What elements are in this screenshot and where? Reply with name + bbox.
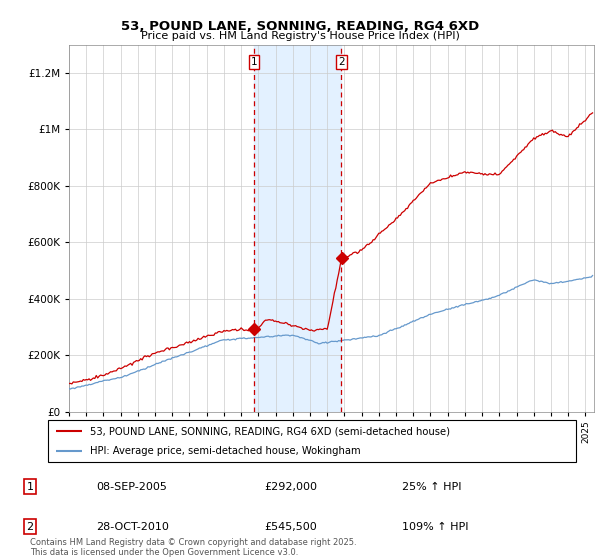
Text: 2: 2 bbox=[338, 57, 345, 67]
Text: £292,000: £292,000 bbox=[264, 482, 317, 492]
Text: 25% ↑ HPI: 25% ↑ HPI bbox=[402, 482, 461, 492]
Text: 53, POUND LANE, SONNING, READING, RG4 6XD: 53, POUND LANE, SONNING, READING, RG4 6X… bbox=[121, 20, 479, 32]
Text: Contains HM Land Registry data © Crown copyright and database right 2025.
This d: Contains HM Land Registry data © Crown c… bbox=[30, 538, 356, 557]
Text: £545,500: £545,500 bbox=[264, 521, 317, 531]
Text: 53, POUND LANE, SONNING, READING, RG4 6XD (semi-detached house): 53, POUND LANE, SONNING, READING, RG4 6X… bbox=[90, 426, 450, 436]
FancyBboxPatch shape bbox=[48, 420, 576, 462]
Text: 1: 1 bbox=[251, 57, 257, 67]
Text: 08-SEP-2005: 08-SEP-2005 bbox=[96, 482, 167, 492]
Text: 1: 1 bbox=[26, 482, 34, 492]
Bar bbox=[254, 45, 341, 412]
Text: HPI: Average price, semi-detached house, Wokingham: HPI: Average price, semi-detached house,… bbox=[90, 446, 361, 456]
Text: Price paid vs. HM Land Registry's House Price Index (HPI): Price paid vs. HM Land Registry's House … bbox=[140, 31, 460, 41]
Text: 2: 2 bbox=[26, 521, 34, 531]
Text: 28-OCT-2010: 28-OCT-2010 bbox=[96, 521, 169, 531]
Text: 109% ↑ HPI: 109% ↑ HPI bbox=[402, 521, 469, 531]
